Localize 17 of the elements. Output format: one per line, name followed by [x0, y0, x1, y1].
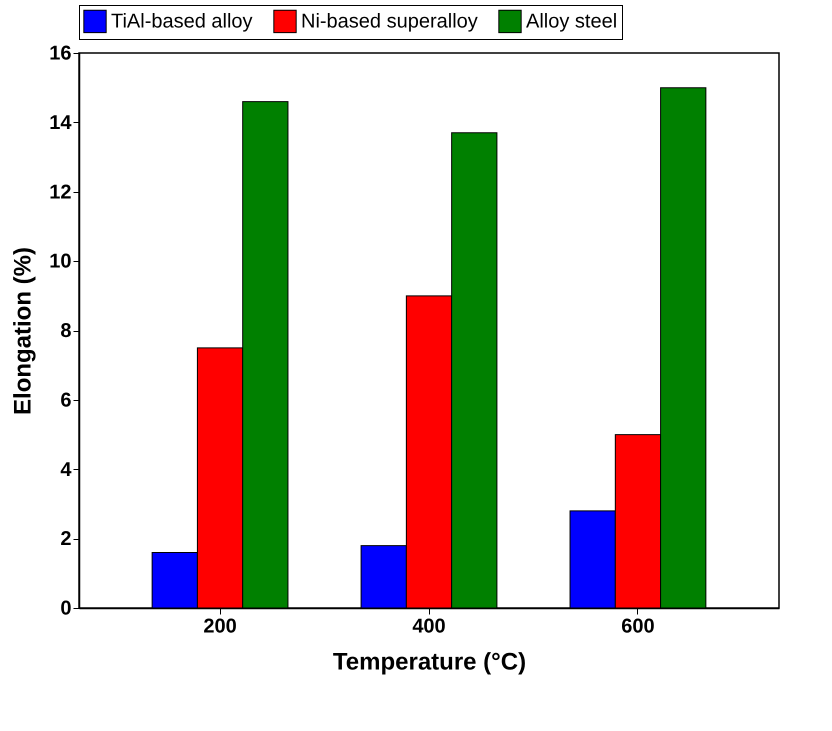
y-tick-label: 2	[60, 528, 72, 550]
legend-label: Ni-based superalloy	[301, 10, 478, 32]
legend-label: TiAl-based alloy	[111, 10, 253, 32]
x-tick-label: 400	[412, 616, 446, 638]
x-axis-title: Temperature (°C)	[332, 648, 526, 676]
y-tick-label: 12	[49, 181, 72, 204]
y-tick-label: 0	[60, 598, 72, 620]
y-tick-label: 8	[60, 320, 72, 342]
y-axis-title: Elongation (%)	[9, 247, 36, 415]
y-tick-label: 14	[49, 112, 72, 134]
x-tick-label: 200	[203, 616, 237, 638]
y-tick-label: 6	[60, 389, 72, 412]
y-tick-label: 10	[49, 250, 72, 273]
legend-label: Alloy steel	[526, 10, 618, 32]
y-tick-label: 16	[49, 42, 72, 64]
y-tick-label: 4	[60, 458, 72, 481]
x-tick-label: 600	[621, 616, 655, 638]
